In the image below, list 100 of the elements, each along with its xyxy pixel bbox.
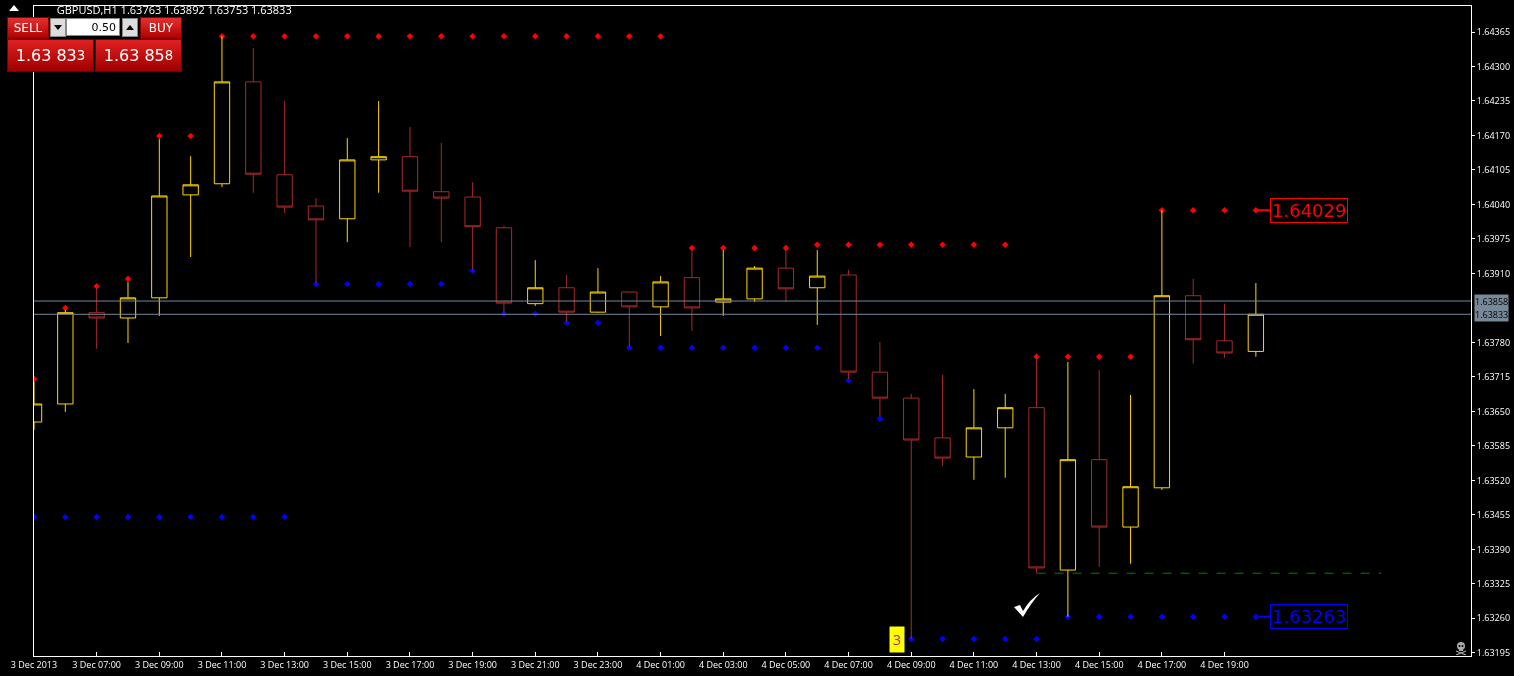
y-tick-label: 1.64235 (1476, 94, 1511, 108)
x-tick-label: 4 Dec 17:00 (1137, 657, 1187, 671)
y-tick-label: 1.63585 (1476, 439, 1511, 453)
candlestick (339, 137, 356, 243)
annotation: SELL (7, 17, 49, 39)
y-tick-label: 1.64040 (1476, 197, 1511, 211)
point (1127, 353, 1134, 360)
point (688, 244, 696, 252)
ref-line-label: 1.63833 (1475, 308, 1509, 321)
x-tick-label: 4 Dec 01:00 (636, 657, 685, 671)
point (1158, 613, 1166, 620)
point (688, 344, 696, 351)
y-tick-label: 1.64365 (1476, 25, 1511, 39)
point (500, 32, 508, 40)
candlestick (589, 267, 607, 314)
point (657, 344, 664, 351)
candlestick (1185, 278, 1202, 365)
y-tick-label: 1.63910 (1476, 266, 1511, 280)
point (1095, 613, 1103, 620)
candlestick (777, 247, 795, 303)
candlestick (182, 155, 199, 258)
candlestick (245, 47, 262, 194)
point (124, 513, 132, 521)
y-tick-label: 1.63520 (1476, 473, 1511, 487)
x-tick-label: 3 Dec 2013 (10, 657, 58, 671)
x-tick-label: 3 Dec 09:00 (134, 657, 184, 671)
point (970, 241, 978, 249)
point (876, 241, 884, 249)
x-tick-label: 4 Dec 11:00 (949, 657, 999, 671)
point (626, 32, 633, 40)
point (406, 32, 414, 40)
y-tick-label: 1.63650 (1476, 404, 1511, 418)
y-tick-label: 1.63390 (1476, 542, 1511, 556)
point (1127, 613, 1134, 620)
point (93, 282, 100, 290)
annotation: 3 (893, 630, 902, 649)
annotation: 0.50 (66, 18, 120, 36)
candlestick (401, 126, 419, 248)
x-tick-label: 4 Dec 05:00 (761, 657, 811, 671)
point (657, 32, 664, 40)
point (312, 32, 320, 40)
y-tick-label: 1.64170 (1476, 128, 1511, 142)
point (62, 304, 69, 312)
point (939, 241, 946, 249)
candlestick (934, 374, 951, 467)
x-tick-label: 3 Dec 23:00 (573, 657, 623, 671)
point (438, 32, 445, 40)
point (1189, 207, 1197, 214)
y-tick-label: 1.64105 (1476, 163, 1511, 177)
point (218, 513, 226, 521)
point (1221, 207, 1228, 214)
point (1001, 241, 1009, 249)
x-tick-label: 3 Dec 17:00 (385, 657, 435, 671)
ref-line-label: 1.63858 (1475, 295, 1509, 308)
point (782, 344, 790, 351)
point (751, 344, 758, 351)
point (1095, 353, 1103, 360)
x-tick-label: 4 Dec 15:00 (1074, 657, 1124, 671)
point (970, 635, 978, 643)
x-tick-label: 3 Dec 13:00 (260, 657, 309, 671)
point (1064, 353, 1072, 360)
point (845, 377, 852, 384)
candlestick (997, 393, 1014, 479)
chart-title: GBPUSD,H1 1.63763 1.63892 1.63753 1.63833 (56, 1, 292, 17)
point (250, 32, 257, 40)
y-tick-label: 1.63195 (1476, 645, 1511, 659)
point (845, 241, 852, 249)
candlestick (652, 275, 669, 337)
x-tick-label: 3 Dec 15:00 (322, 657, 372, 671)
point (532, 32, 539, 40)
data-label: 1.63263 (1272, 606, 1347, 627)
candlestick (1216, 303, 1233, 359)
y-tick-label: 1.63455 (1476, 508, 1511, 522)
point (281, 32, 288, 40)
point (720, 244, 727, 252)
x-tick-label: 4 Dec 09:00 (886, 657, 936, 671)
point (375, 32, 382, 40)
y-tick-label: 1.63325 (1476, 576, 1511, 590)
point (469, 32, 476, 40)
point (1189, 613, 1197, 620)
candlestick (370, 100, 387, 194)
annotation: BUY (140, 17, 182, 39)
point (344, 32, 351, 40)
point (594, 32, 602, 40)
candlestick (433, 142, 450, 243)
point (406, 280, 414, 288)
candlestick (1091, 369, 1108, 568)
candlestick (965, 388, 983, 481)
x-tick-label: 3 Dec 07:00 (72, 657, 121, 671)
x-tick-label: 4 Dec 03:00 (698, 657, 748, 671)
candlestick (276, 100, 293, 214)
y-tick-label: 1.63780 (1476, 335, 1511, 349)
y-tick-label: 1.63715 (1476, 370, 1511, 384)
point (907, 241, 915, 249)
candlestick (809, 249, 826, 326)
candlestick (903, 393, 920, 640)
data-label: 1.64029 (1272, 200, 1347, 221)
x-tick-label: 4 Dec 13:00 (1012, 657, 1061, 671)
candlestick (1028, 356, 1045, 574)
x-tick-label: 3 Dec 21:00 (510, 657, 560, 671)
